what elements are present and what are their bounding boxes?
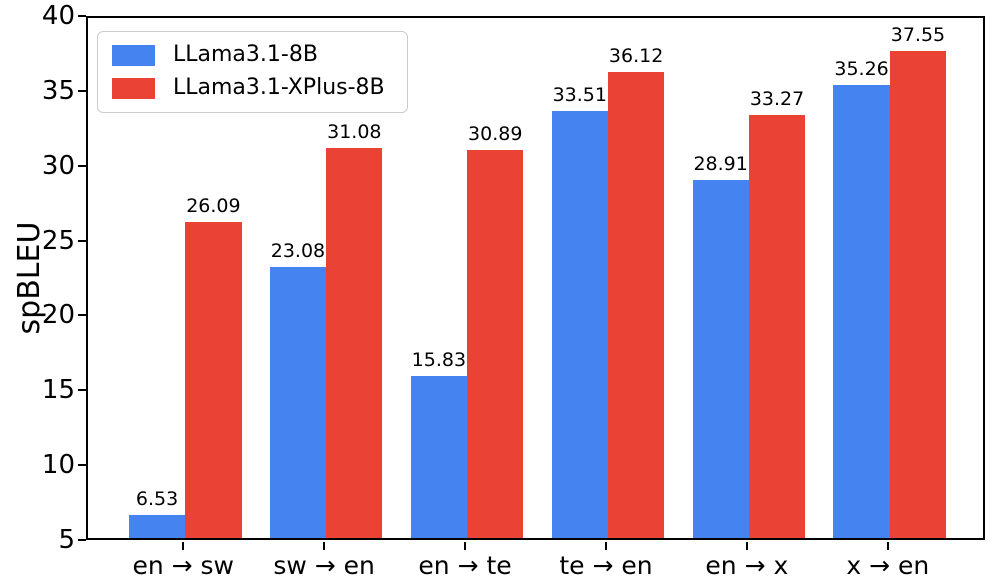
x-tick [464,542,467,550]
x-tick-label: en → te [418,551,512,580]
bar-series2-group2 [326,147,383,538]
x-tick-label: te → en [559,551,653,580]
bar-value-label: 31.08 [327,120,382,143]
legend-row: LLama3.1-XPlus-8B [112,75,385,101]
x-tick [745,542,748,550]
bar-value-label: 37.55 [890,23,946,46]
x-tick-label: sw → en [273,551,375,580]
x-tick-label: en → sw [132,551,234,580]
bar-series2-group6 [889,50,947,538]
bar-series2-group5 [748,114,806,538]
y-tick [78,239,86,242]
bar-value-label: 35.26 [834,57,889,80]
y-tick-label: 35 [41,75,75,106]
y-tick-label: 10 [41,450,75,481]
bar-value-label: 26.09 [186,195,241,218]
bar-value-label: 15.83 [411,348,467,371]
y-tick [78,389,86,392]
y-tick-label: 20 [41,300,75,331]
legend: LLama3.1-8B LLama3.1-XPlus-8B [97,31,408,113]
bar-series2-group1 [185,222,242,538]
x-tick [323,542,326,550]
y-tick-label: 25 [41,225,75,256]
x-tick-label: en → x [705,551,789,580]
legend-label: LLama3.1-8B [173,42,318,67]
y-tick [78,164,86,167]
y-tick-label: 5 [58,525,75,555]
bar-value-label: 23.08 [270,240,326,263]
bar-series1-group3 [410,375,468,538]
bar-value-label: 6.53 [135,488,179,511]
bar-series1-group5 [692,180,749,538]
legend-label: LLama3.1-XPlus-8B [173,75,385,101]
y-tick-label: 15 [41,375,75,406]
x-tick [182,542,185,550]
bars-layer: 6.53 26.09 23.08 31.08 15.83 30.89 33.51 36.12 2… [88,18,983,538]
x-tick [886,542,889,550]
plot-area: 6.53 26.09 23.08 31.08 15.83 30.89 33.51 36.12 2… [86,16,985,540]
y-tick-label: 30 [41,150,75,181]
y-tick [78,15,86,17]
bar-series2-group3 [467,150,524,538]
y-tick [78,539,86,541]
y-tick [78,464,86,467]
y-axis-label: spBLEU [12,221,47,335]
bar-value-label: 36.12 [608,45,664,68]
bar-value-label: 33.27 [749,87,805,110]
bar-value-label: 30.89 [468,123,523,146]
bar-series1-group2 [269,267,327,538]
bar-series1-group1 [128,515,186,538]
y-tick [78,314,86,317]
bar-series1-group4 [551,111,608,538]
bar-value-label: 33.51 [552,84,607,107]
legend-row: LLama3.1-8B [112,42,385,68]
y-tick-label: 40 [41,1,75,31]
legend-swatch-icon [112,78,155,100]
y-tick [78,89,86,92]
bar-series2-group4 [607,72,665,538]
bar-value-label: 28.91 [693,153,748,176]
x-tick-label: x → en [846,551,930,580]
x-tick [604,542,607,550]
bar-series1-group6 [833,84,890,538]
legend-swatch-icon [112,44,155,66]
